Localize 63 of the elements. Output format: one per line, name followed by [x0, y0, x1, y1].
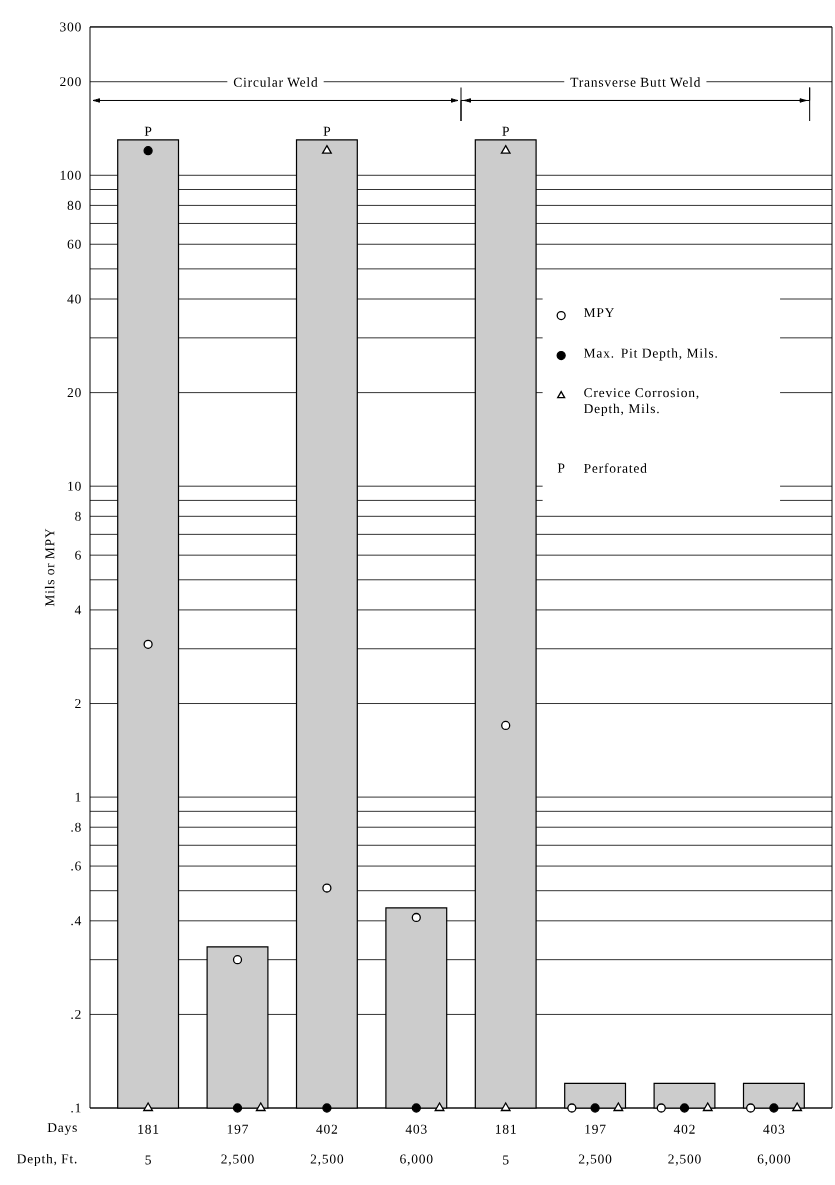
point: [232, 955, 243, 965]
point: [232, 1103, 243, 1113]
point: [322, 883, 332, 893]
y-tick-label: .4: [71, 916, 82, 926]
point: [322, 1103, 332, 1113]
text: P: [557, 463, 565, 473]
y-tick-label: 6: [75, 550, 81, 560]
text: 6,000: [757, 1154, 791, 1166]
point: [501, 720, 511, 731]
y-tick-label: 8: [75, 511, 81, 521]
y-tick-label: 60: [67, 239, 81, 249]
x-tick-label: 181: [495, 1124, 516, 1134]
x-tick-label: 403: [405, 1124, 427, 1134]
y-tick-label: 80: [67, 200, 81, 210]
legend-label: Crevice Corrosion, Depth, Mils.: [584, 388, 699, 416]
y-tick-label: 100: [60, 170, 81, 180]
point: [411, 912, 421, 923]
y-tick-label: 4: [74, 605, 82, 615]
annotation: Perforated: [584, 463, 647, 473]
x-tick-label: 402: [673, 1124, 695, 1134]
y-tick-label: 300: [60, 22, 81, 32]
x-tick-label: 197: [227, 1124, 249, 1134]
y-tick-label: 40: [67, 294, 81, 304]
y-axis-title: Mils or MPY: [44, 528, 55, 607]
x-tick-label: 181: [138, 1124, 159, 1134]
legend-label: Max. Pit Depth, Mils.: [584, 348, 717, 361]
text: Depth, Ft.: [17, 1153, 77, 1167]
annotation: Transverse Butt Weld: [570, 77, 701, 87]
point: [321, 145, 332, 154]
x-tick-label: 403: [763, 1124, 785, 1134]
legend-label: MPY: [584, 308, 615, 318]
y-tick-label: 20: [67, 388, 81, 398]
y-tick-label: 2: [75, 699, 81, 708]
text: 2,500: [310, 1154, 344, 1166]
x-tick-label: 402: [316, 1124, 338, 1134]
point: [590, 1103, 600, 1113]
x-tick-label: 197: [585, 1124, 606, 1134]
point: [679, 1103, 690, 1113]
data-label: P: [323, 126, 331, 136]
text: 5: [503, 1155, 509, 1165]
y-tick-label: 1: [75, 792, 81, 802]
y-tick-label: .6: [71, 861, 81, 871]
point: [500, 145, 511, 154]
y-tick-label: .8: [71, 822, 81, 832]
text: 2,500: [221, 1154, 254, 1166]
text: Days: [47, 1123, 77, 1135]
point: [143, 639, 153, 649]
y-tick-label: .1: [71, 1103, 81, 1113]
text: 6,000: [400, 1154, 433, 1166]
point: [143, 1102, 154, 1112]
point: [769, 1103, 779, 1113]
point: [500, 1102, 511, 1112]
text: 5: [145, 1155, 151, 1165]
annotation: Circular Weld: [233, 77, 318, 87]
y-tick-label: .2: [71, 1009, 81, 1019]
point: [411, 1103, 421, 1113]
data-label: P: [502, 126, 509, 136]
data-label: P: [144, 126, 152, 136]
point: [143, 146, 153, 156]
y-tick-label: 10: [68, 481, 81, 491]
text: 2,500: [668, 1154, 701, 1166]
y-tick-label: 200: [60, 77, 81, 87]
text: 2,500: [578, 1154, 612, 1166]
